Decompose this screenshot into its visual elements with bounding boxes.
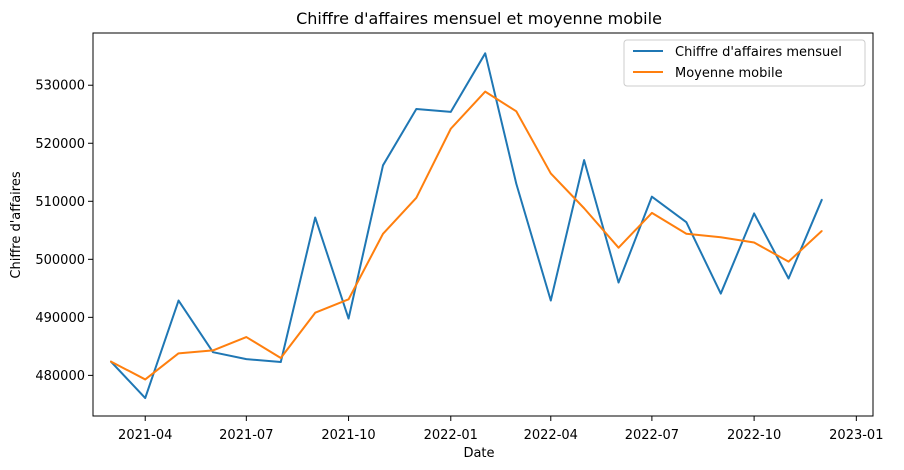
y-axis: 480000 490000 500000 510000 520000 530000	[35, 79, 93, 384]
data-point	[821, 230, 823, 232]
data-point	[583, 159, 585, 161]
data-point	[787, 260, 790, 263]
x-axis-label: Date	[463, 446, 494, 461]
data-point	[177, 299, 180, 302]
data-point	[245, 358, 248, 360]
data-point	[314, 216, 317, 219]
data-point	[382, 164, 384, 167]
data-point	[144, 378, 147, 381]
data-point	[651, 212, 653, 214]
legend: Chiffre d'affaires mensuel Moyenne mobil…	[623, 39, 866, 87]
data-point	[449, 111, 452, 113]
data-point	[515, 110, 518, 113]
x-axis: 2021-04 2021-07 2021-10 2022-01 2022-04 2022-…	[118, 416, 883, 443]
data-point	[245, 336, 248, 338]
data-point	[279, 361, 282, 363]
series-line-1	[110, 52, 823, 400]
x-tick-label: 2022-10	[727, 428, 781, 443]
y-tick-label: 520000	[35, 137, 85, 152]
chart-title: Chiffre d'affaires mensuel et moyenne mo…	[296, 9, 662, 28]
x-tick-label: 2022-07	[625, 428, 679, 443]
data-point	[617, 281, 620, 284]
data-point	[651, 195, 653, 198]
data-point	[549, 172, 552, 175]
x-tick-label: 2021-10	[321, 428, 375, 443]
data-point	[753, 241, 755, 244]
data-point	[279, 357, 282, 359]
legend-label-1: Chiffre d'affaires mensuel	[675, 45, 842, 60]
x-tick-label: 2022-04	[524, 428, 578, 443]
series-line-2	[110, 90, 823, 381]
data-point	[484, 90, 487, 93]
data-point	[314, 311, 317, 314]
y-tick-label: 480000	[35, 369, 85, 384]
y-tick-label: 500000	[35, 253, 85, 268]
data-point	[719, 292, 722, 295]
data-point	[484, 52, 487, 55]
data-point	[212, 351, 214, 353]
y-tick-label: 490000	[35, 311, 85, 326]
data-point	[821, 198, 823, 201]
data-point	[109, 360, 112, 363]
data-point	[685, 232, 688, 235]
x-tick-label: 2023-01	[829, 428, 883, 443]
legend-label-2: Moyenne mobile	[675, 66, 783, 81]
data-point	[719, 236, 722, 239]
data-point	[449, 127, 452, 130]
plot-area	[92, 32, 874, 417]
x-tick-label: 2021-04	[118, 428, 172, 443]
data-point	[515, 183, 518, 185]
y-tick-label: 510000	[35, 195, 85, 210]
data-point	[177, 352, 180, 355]
axes-frame	[92, 32, 874, 417]
x-tick-label: 2021-07	[219, 428, 273, 443]
y-tick-label: 530000	[35, 79, 85, 94]
y-axis-label: Chiffre d'affaires	[9, 171, 24, 278]
data-point	[382, 232, 384, 235]
x-tick-label: 2022-01	[424, 428, 478, 443]
data-point	[415, 108, 418, 110]
data-point	[347, 317, 350, 320]
data-point	[753, 212, 755, 215]
data-point	[549, 299, 552, 302]
data-point	[144, 397, 147, 399]
data-point	[415, 197, 418, 199]
data-point	[347, 298, 350, 301]
data-point	[617, 246, 620, 249]
data-point	[787, 277, 790, 280]
legend-box	[623, 39, 866, 87]
data-point	[685, 221, 688, 223]
data-point	[212, 349, 214, 352]
data-point	[583, 207, 585, 210]
